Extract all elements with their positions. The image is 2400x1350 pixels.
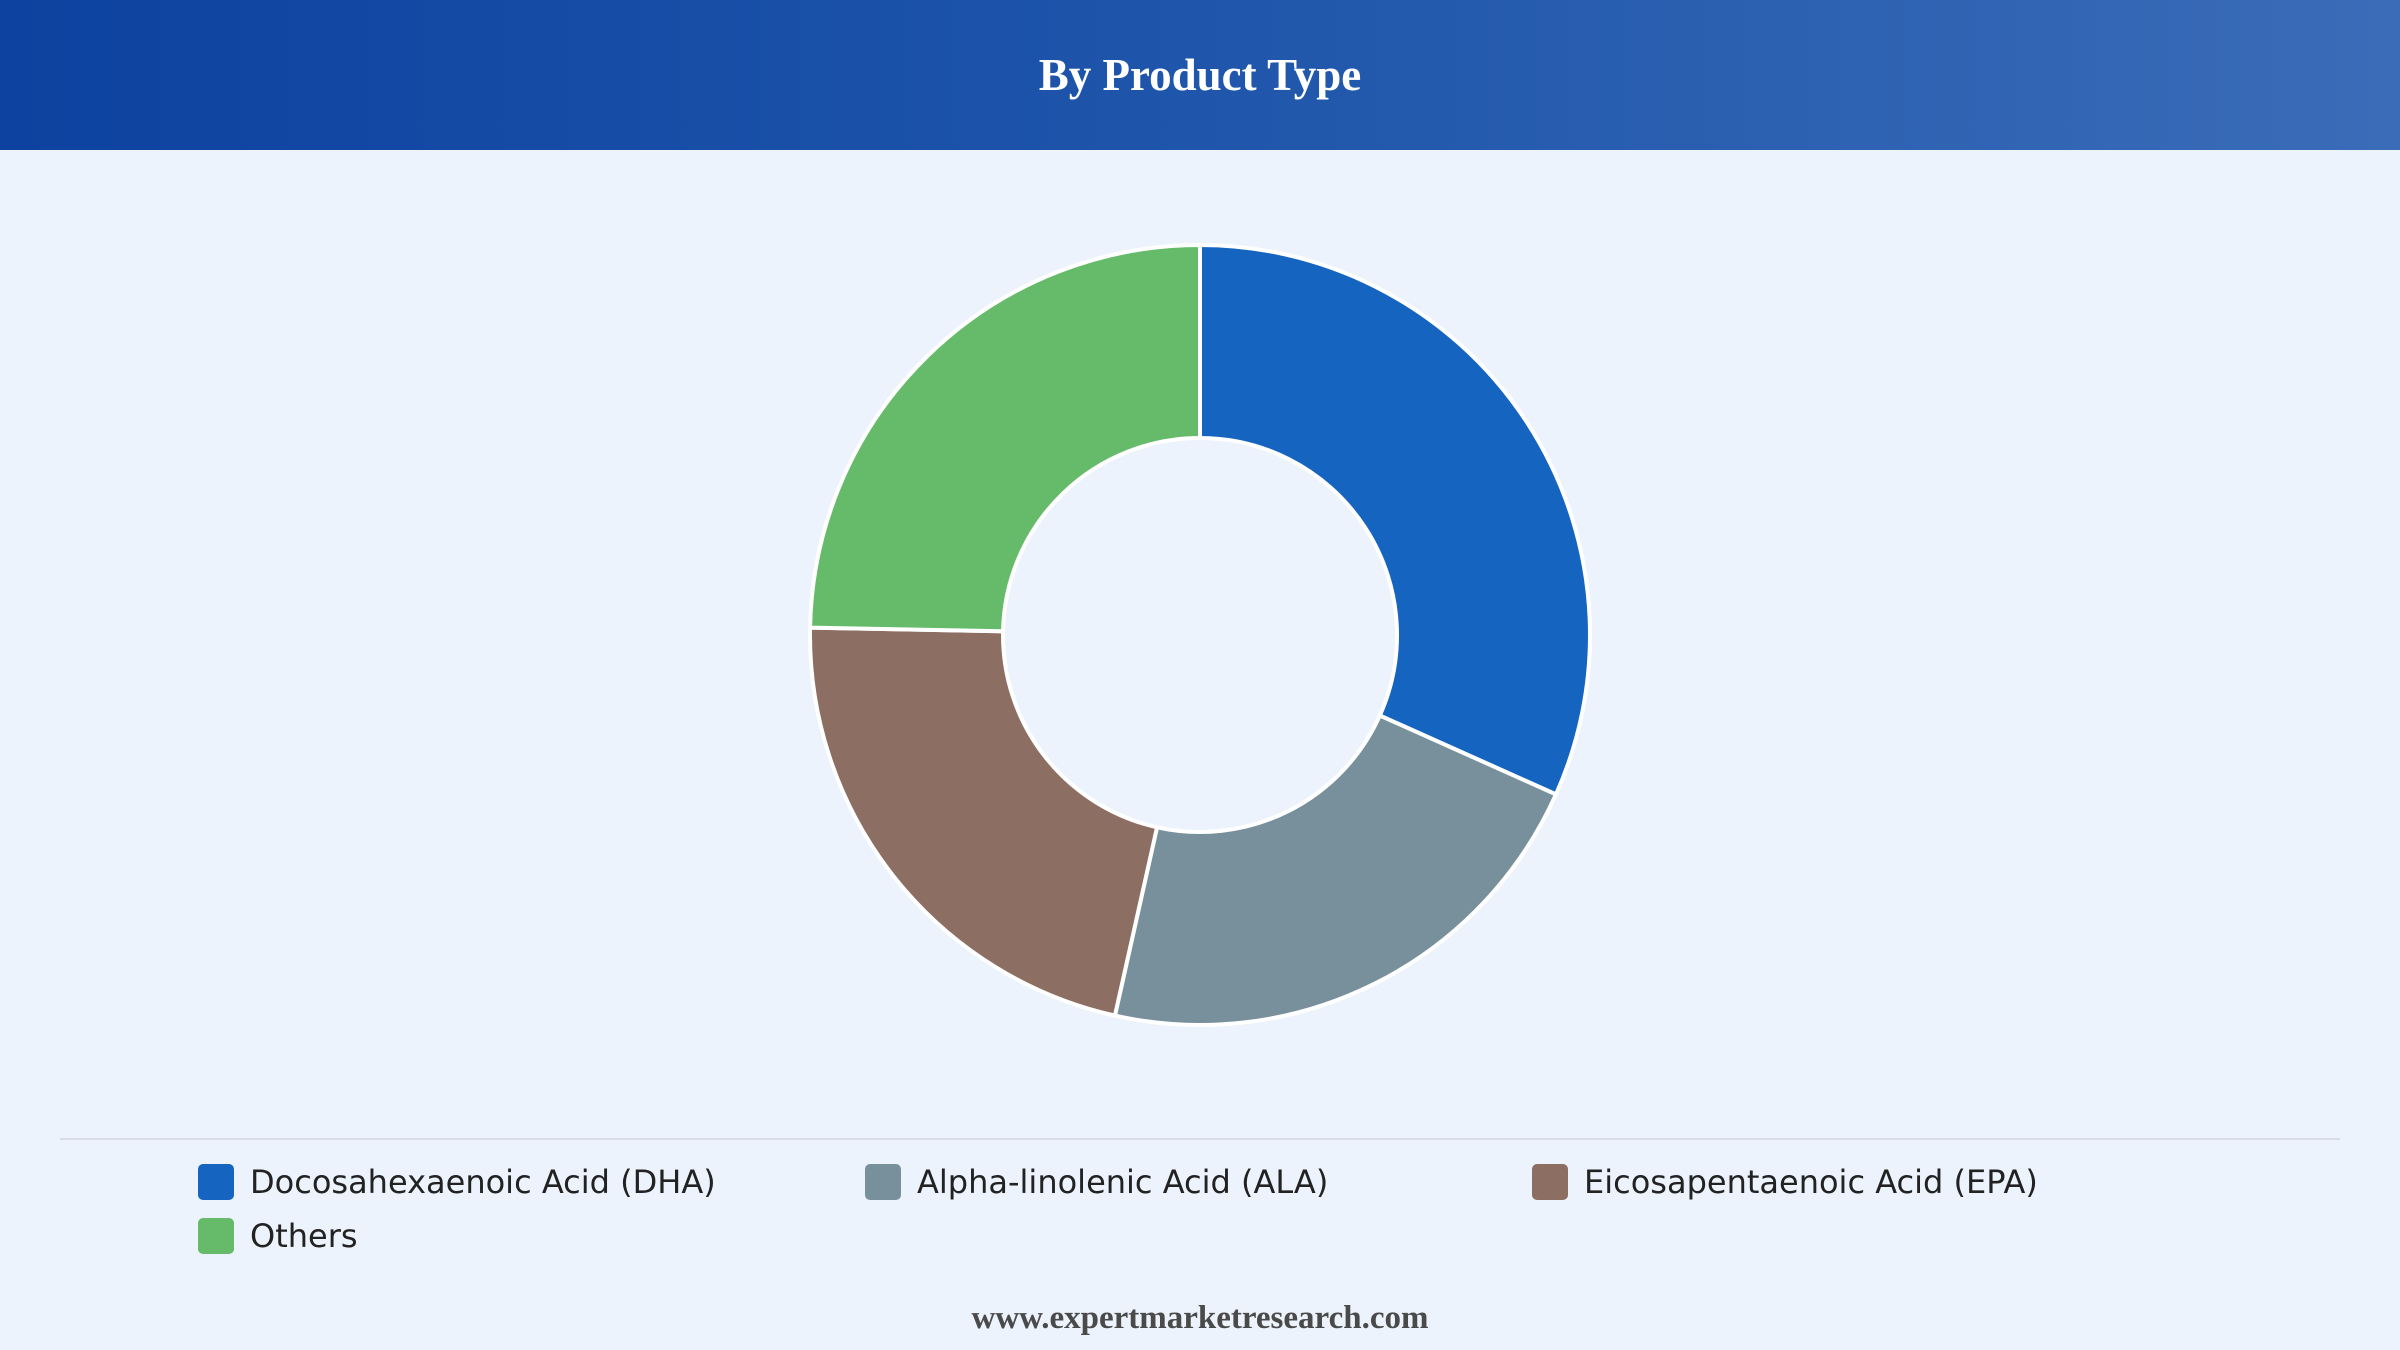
legend-item-3[interactable]: Eicosapentaenoic Acid (EPA) (1532, 1155, 2199, 1209)
chart-legend: Docosahexaenoic Acid (DHA) Alpha-linoleni… (198, 1155, 2298, 1263)
donut-slice-1[interactable] (1198, 242, 1592, 798)
donut-slice-4[interactable] (808, 242, 1202, 634)
legend-swatch (865, 1164, 901, 1200)
legend-label: Eicosapentaenoic Acid (EPA) (1584, 1163, 2038, 1201)
legend-item-2[interactable]: Alpha-linolenic Acid (ALA) (865, 1155, 1532, 1209)
legend-label: Others (250, 1217, 358, 1255)
donut-slice-2[interactable] (1112, 712, 1559, 1027)
footer-source: www.expertmarketresearch.com (971, 1300, 1429, 1336)
legend-swatch (1532, 1164, 1568, 1200)
legend-swatch (198, 1218, 234, 1254)
donut-chart (808, 242, 1592, 1027)
legend-item-1[interactable]: Docosahexaenoic Acid (DHA) (198, 1155, 865, 1209)
donut-slice-3[interactable] (808, 625, 1160, 1018)
legend-label: Alpha-linolenic Acid (ALA) (917, 1163, 1329, 1201)
legend-label: Docosahexaenoic Acid (DHA) (250, 1163, 716, 1201)
legend-item-4[interactable]: Others (198, 1209, 865, 1263)
legend-swatch (198, 1164, 234, 1200)
legend-divider (60, 1138, 2340, 1140)
chart-title: By Product Type (1038, 50, 1362, 100)
chart-header: By Product Type (0, 0, 2400, 150)
